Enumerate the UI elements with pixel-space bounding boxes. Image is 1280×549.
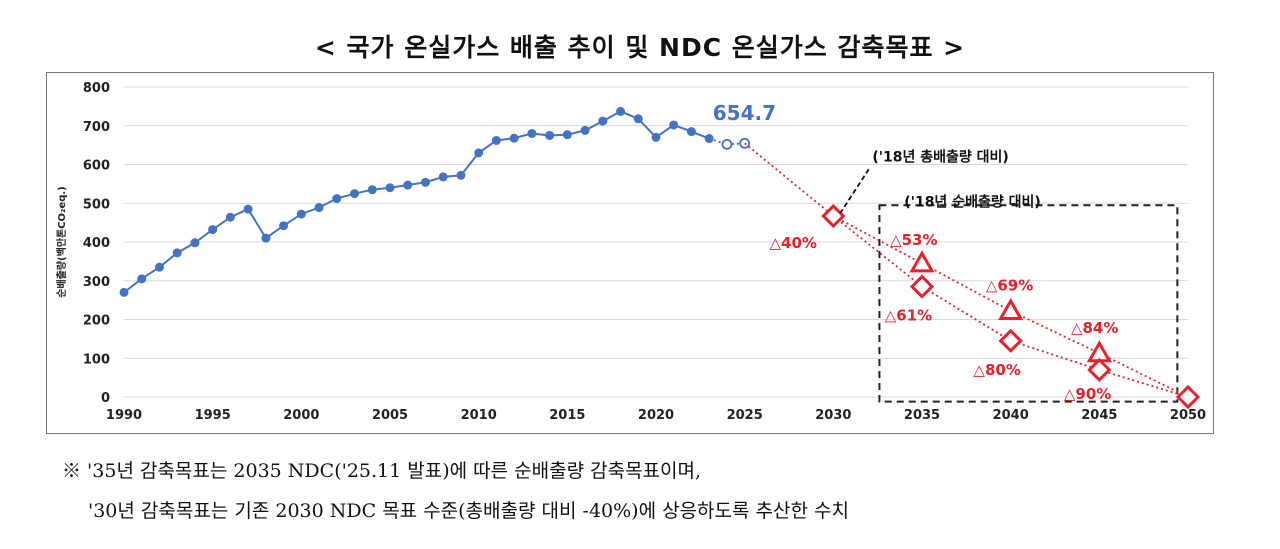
gross-label-2045: △84% <box>1071 319 1118 337</box>
historical-point <box>651 132 661 142</box>
x-tick-label: 2000 <box>283 408 319 423</box>
historical-point <box>190 238 200 248</box>
historical-point <box>332 194 342 204</box>
historical-point <box>545 130 555 140</box>
x-tick-label: 1995 <box>195 408 231 423</box>
net-label-2035: △61% <box>885 306 932 324</box>
historical-point <box>350 189 360 199</box>
gross-target-point <box>909 250 935 273</box>
historical-point <box>137 274 147 284</box>
historical-point <box>279 221 289 231</box>
historical-point <box>261 233 271 243</box>
y-tick-label: 800 <box>83 81 110 96</box>
historical-point <box>420 177 430 187</box>
y-tick-label: 500 <box>83 197 110 212</box>
y-tick-label: 700 <box>83 120 110 135</box>
gross-label-2030: △40% <box>769 234 816 252</box>
net-target-point <box>1175 384 1201 410</box>
gross-series-annotation: ('18년 총배출량 대비) <box>872 148 1008 165</box>
x-tick-label: 2015 <box>549 408 585 423</box>
x-tick-label: 2035 <box>904 408 940 423</box>
historical-series-line <box>123 110 710 294</box>
historical-point <box>172 248 182 258</box>
historical-point <box>208 225 218 235</box>
historical-point <box>527 129 537 138</box>
x-tick-label: 2005 <box>372 408 408 423</box>
x-tick-label: 1990 <box>106 408 142 423</box>
projection-point <box>721 138 733 150</box>
historical-point <box>669 120 679 130</box>
gross-annotation-leader <box>839 168 870 214</box>
historical-point <box>314 203 324 213</box>
historical-point <box>119 287 129 297</box>
historical-point <box>385 183 395 193</box>
footnote-line-1: ※ '35년 감축목표는 2035 NDC('25.11 발표)에 따른 순배출… <box>62 460 702 482</box>
net-target-point <box>998 328 1023 353</box>
net-target-line <box>832 215 1189 398</box>
chart-title: < 국가 온실가스 배출 추이 및 NDC 온실가스 감축목표 > <box>314 33 966 62</box>
historical-point <box>562 130 572 140</box>
net-series-annotation: ('18년 순배출량 대비) <box>904 194 1040 211</box>
x-tick-label: 2010 <box>461 408 497 423</box>
gross-target-point <box>998 297 1024 320</box>
x-tick-label: 2040 <box>993 408 1029 423</box>
x-tick-label: 2050 <box>1170 408 1206 423</box>
net-target-box <box>878 204 1179 403</box>
historical-point <box>686 127 696 137</box>
net-target-point <box>909 274 935 299</box>
historical-point <box>243 204 253 214</box>
chart-frame: 0 100 200 300 400 500 600 700 800 1990 1995 2000 200… <box>46 72 1214 434</box>
x-tick-label: 2030 <box>815 408 851 423</box>
net-target-point <box>1087 357 1112 382</box>
y-tick-label: 200 <box>83 314 110 329</box>
projection-point <box>739 137 751 149</box>
target-2030-point <box>821 203 846 229</box>
footnote-line-2: '30년 감축목표는 기존 2030 NDC 목표 수준(총배출량 대비 -40… <box>88 500 849 522</box>
y-tick-label: 300 <box>83 275 110 290</box>
gross-label-2040: △69% <box>986 276 1033 294</box>
y-axis-label: 순배출량(백만톤CO₂eq.) <box>55 186 68 298</box>
historical-point <box>474 148 484 158</box>
historical-point <box>367 185 377 195</box>
historical-point <box>403 180 413 190</box>
historical-point <box>580 125 590 135</box>
gross-label-2035: △53% <box>890 231 937 249</box>
x-tick-label: 2045 <box>1081 408 1117 423</box>
historical-point <box>296 209 306 219</box>
x-tick-label: 2025 <box>727 408 763 423</box>
net-label-2040: △80% <box>973 361 1020 379</box>
historical-point <box>598 116 608 126</box>
historical-point <box>633 114 643 124</box>
historical-point <box>438 172 448 182</box>
historical-point <box>509 133 519 143</box>
y-tick-label: 600 <box>83 159 110 174</box>
historical-point <box>616 106 626 116</box>
x-tick-label: 2020 <box>638 408 674 423</box>
y-tick-label: 100 <box>83 352 110 367</box>
historical-point <box>154 262 164 272</box>
emissions-chart: 0 100 200 300 400 500 600 700 800 1990 1995 2000 200… <box>55 81 1206 423</box>
y-tick-label: 0 <box>101 391 110 406</box>
y-tick-label: 400 <box>83 236 110 251</box>
historical-point <box>225 212 235 222</box>
historical-point <box>456 170 466 180</box>
target-link-line <box>744 142 834 217</box>
historical-point <box>491 135 501 145</box>
net-label-2045: △90% <box>1064 385 1111 403</box>
projection-value-label: 654.7 <box>713 101 776 125</box>
